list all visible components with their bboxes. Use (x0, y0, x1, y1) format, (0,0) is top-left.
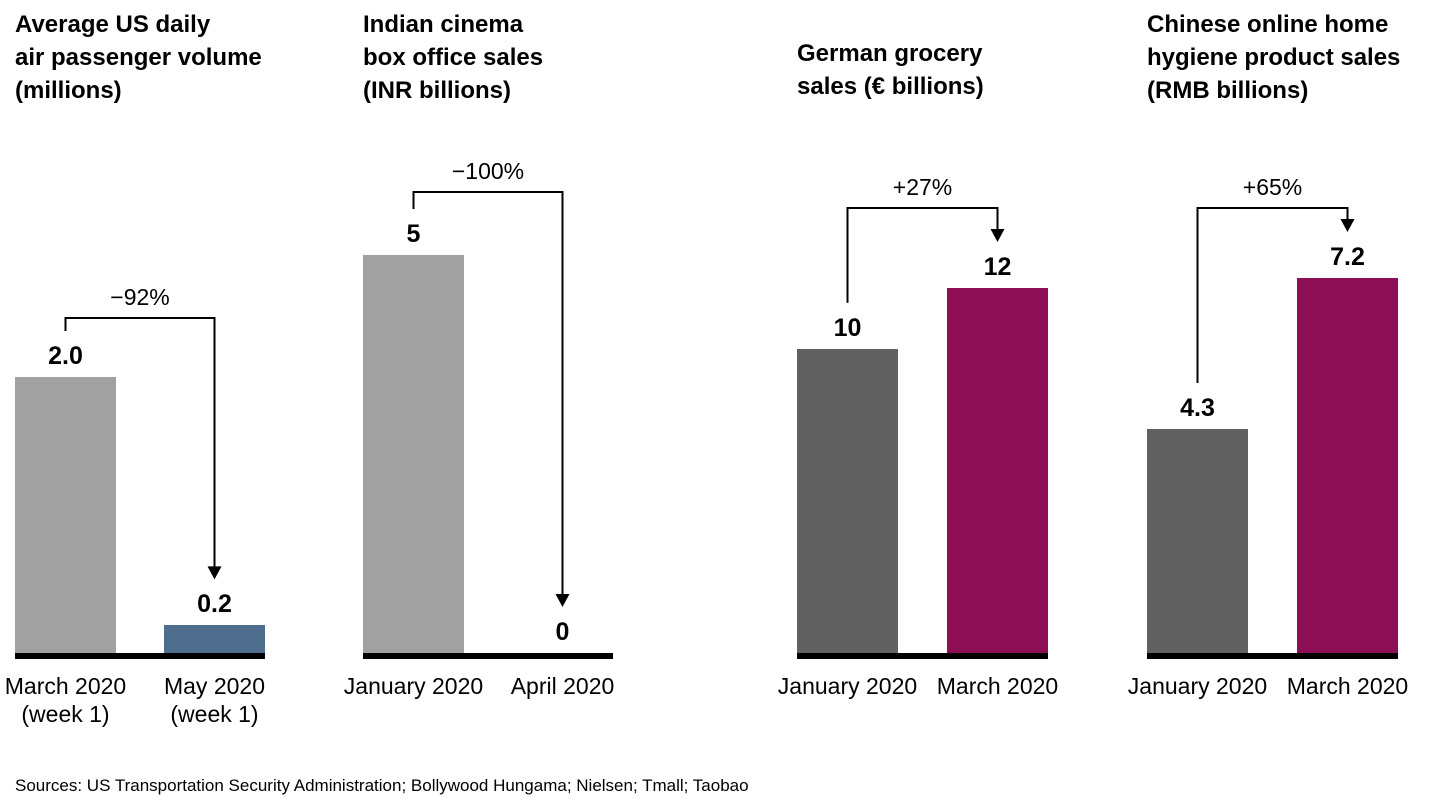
chart-title: Indian cinema box office sales (INR bill… (363, 11, 544, 104)
x-axis-label: April 2020 (510, 673, 615, 699)
x-axis-label: May 2020 (week 1) (163, 673, 265, 727)
change-label: +65% (1242, 174, 1303, 200)
chart-plot: 10 12 +27% (797, 140, 1048, 653)
bar-value-label: 5 (406, 220, 421, 248)
x-axis-label: January 2020 (343, 673, 484, 699)
arrowhead-down-icon (1340, 219, 1355, 232)
bar-value-label: 4.3 (1180, 394, 1215, 423)
bar-2 (164, 625, 265, 653)
x-axis-line (1147, 653, 1398, 659)
change-label: −92% (110, 284, 170, 310)
change-arrow (1196, 207, 1355, 384)
arrowhead-down-icon (555, 594, 570, 607)
x-axis-label: March 2020 (week 1) (4, 673, 127, 727)
bar-value-label: 7.2 (1330, 243, 1365, 271)
x-axis-label: March 2020 (936, 673, 1059, 699)
change-arrow (846, 207, 1005, 303)
x-axis-label: January 2020 (1127, 673, 1268, 699)
chart-title: German grocery sales (€ billions) (797, 40, 984, 100)
bar-2 (1297, 278, 1398, 653)
bar-1 (15, 377, 116, 653)
sources-note: Sources: US Transportation Security Admi… (15, 776, 749, 795)
arrowhead-down-icon (990, 229, 1005, 242)
change-label: −100% (451, 158, 525, 184)
chart-title: Average US daily air passenger volume (m… (15, 11, 262, 104)
chart-plot: 2.0 0.2 −92% (15, 140, 265, 653)
x-axis-label: January 2020 (777, 673, 918, 699)
change-label: +27% (892, 174, 953, 200)
chart-plot: 4.3 7.2 +65% (1147, 140, 1398, 653)
bar-1 (1147, 429, 1248, 653)
bar-value-label: 12 (983, 253, 1012, 281)
x-axis-line (797, 653, 1048, 659)
chart-panel-2: Indian cinema box office sales (INR bill… (344, 0, 614, 810)
bar-value-label: 0.2 (197, 590, 232, 619)
bar-2 (947, 288, 1048, 653)
bar-value-label: 10 (833, 313, 862, 342)
chart-title: Chinese online home hygiene product sale… (1147, 11, 1401, 104)
bar-1 (363, 255, 464, 653)
change-arrow (64, 317, 222, 580)
arrowhead-down-icon (207, 566, 222, 580)
chart-plot: 5 0 −100% (363, 140, 613, 653)
x-axis-line (363, 653, 613, 659)
chart-panel-1: Average US daily air passenger volume (m… (5, 0, 265, 810)
change-arrow (412, 191, 570, 607)
bar-value-label: 0 (555, 618, 570, 646)
bar-1 (797, 349, 898, 653)
chart-panel-3: German grocery sales (€ billions) 10 12 +27… (778, 0, 1058, 810)
x-axis-label: March 2020 (1286, 673, 1409, 699)
bar-value-label: 2.0 (48, 342, 83, 370)
x-axis-line (15, 653, 265, 659)
chart-panel-4: Chinese online home hygiene product sale… (1128, 0, 1408, 810)
